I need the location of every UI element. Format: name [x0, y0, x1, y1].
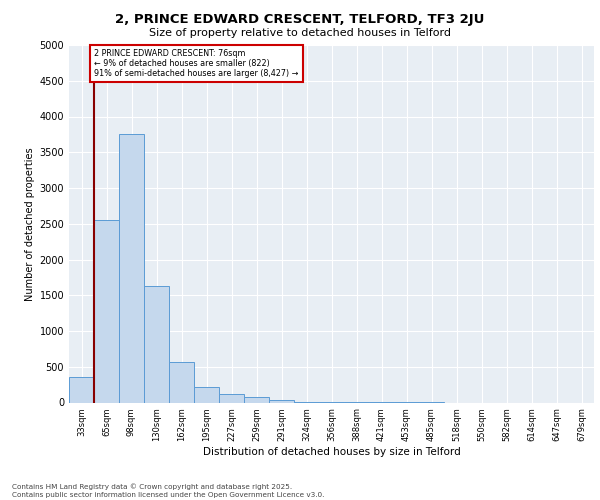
Bar: [244, 397, 269, 402]
Bar: [119, 134, 144, 402]
Text: Contains HM Land Registry data © Crown copyright and database right 2025.
Contai: Contains HM Land Registry data © Crown c…: [12, 484, 325, 498]
Bar: [144, 286, 169, 403]
Y-axis label: Number of detached properties: Number of detached properties: [25, 147, 35, 300]
Bar: [169, 362, 194, 403]
Text: Size of property relative to detached houses in Telford: Size of property relative to detached ho…: [149, 28, 451, 38]
Bar: [94, 220, 119, 402]
Bar: [194, 388, 219, 402]
Bar: [269, 400, 294, 402]
X-axis label: Distribution of detached houses by size in Telford: Distribution of detached houses by size …: [203, 447, 460, 457]
Text: 2, PRINCE EDWARD CRESCENT, TELFORD, TF3 2JU: 2, PRINCE EDWARD CRESCENT, TELFORD, TF3 …: [115, 12, 485, 26]
Text: 2 PRINCE EDWARD CRESCENT: 76sqm
← 9% of detached houses are smaller (822)
91% of: 2 PRINCE EDWARD CRESCENT: 76sqm ← 9% of …: [95, 48, 299, 78]
Bar: [219, 394, 244, 402]
Bar: [69, 378, 94, 402]
